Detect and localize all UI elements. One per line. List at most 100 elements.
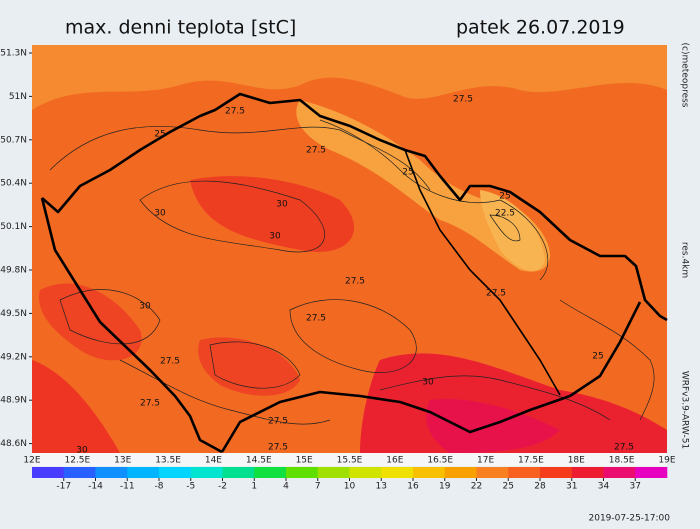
lon-label: 16E: [386, 456, 403, 466]
lon-label: 12E: [23, 456, 40, 466]
contour-label: 27.5: [614, 443, 634, 453]
colorbar-label: 37: [630, 482, 641, 492]
contour-label: 30: [154, 209, 166, 219]
lat-label: 50.4N: [0, 179, 27, 189]
model: WRFv3.9-ARW-51: [680, 371, 690, 449]
colorbar-box: [444, 467, 477, 478]
colorbar-box: [32, 467, 65, 478]
colorbar-box: [254, 467, 287, 478]
colorbar-label: 7: [315, 482, 321, 492]
colorbar-label: 34: [598, 482, 610, 492]
contour-label: 25: [499, 192, 510, 202]
contour-label: 25: [402, 168, 413, 178]
colorbar-box: [349, 467, 382, 478]
contour-label: 27.5: [306, 314, 326, 324]
contour-label: 30: [76, 446, 88, 456]
contour-label: 30: [422, 378, 434, 388]
colorbar-box: [381, 467, 414, 478]
contour-label: 27.5: [453, 95, 473, 105]
lon-label: 19E: [658, 456, 675, 466]
map-background: [32, 45, 667, 453]
lon-label: 12.5E: [64, 456, 90, 466]
run-time: 2019-07-25-17:00: [589, 514, 671, 524]
colorbar-label: 31: [566, 482, 577, 492]
colorbar-label: 22: [471, 482, 482, 492]
resolution: res.4km: [680, 242, 690, 278]
colorbar-label: 4: [283, 482, 289, 492]
lon-label: 16.5E: [427, 456, 453, 466]
map: [32, 45, 668, 454]
lat-label: 51.3N: [0, 49, 27, 59]
lon-label: 14E: [205, 456, 222, 466]
hot-area: [39, 283, 142, 361]
colorbar-box: [317, 467, 350, 478]
colorbar-box: [127, 467, 160, 478]
colorbar-label: 25: [503, 482, 514, 492]
lat-label: 51N: [9, 92, 27, 102]
lon-label: 18E: [568, 456, 585, 466]
contour-label: 27.5: [225, 107, 245, 117]
lat-label: 50.7N: [0, 135, 27, 145]
date: patek 26.07.2019: [456, 17, 625, 39]
colorbar-box: [413, 467, 446, 478]
colorbar-label: -17: [56, 482, 71, 492]
colorbar-label: 19: [439, 482, 451, 492]
hot-area: [198, 337, 300, 396]
credit: (c)meteopress: [680, 43, 690, 108]
lat-label: 48.9N: [0, 396, 27, 406]
contour-label: 25: [592, 352, 603, 362]
contour-label: 25: [154, 130, 165, 140]
colorbar-box: [508, 467, 541, 478]
contour-label: 27.5: [268, 443, 288, 453]
colorbar-box: [63, 467, 96, 478]
colorbar-label: -14: [88, 482, 103, 492]
colorbar-box: [190, 467, 223, 478]
colorbar-box: [286, 467, 319, 478]
lon-label: 17E: [477, 456, 494, 466]
colorbar-label: 1: [251, 482, 257, 492]
lon-label: 15.5E: [337, 456, 363, 466]
colorbar-label: 10: [344, 482, 356, 492]
contour-label: 27.5: [306, 146, 326, 156]
contour-label: 30: [276, 200, 288, 210]
contour-label: 30: [269, 232, 281, 242]
colorbar-box: [540, 467, 573, 478]
contour-label: 27.5: [486, 289, 506, 299]
contour-label: 27.5: [268, 417, 288, 427]
contour-label: 27.5: [345, 277, 365, 287]
very-hot-area: [426, 399, 560, 453]
colorbar-label: -2: [218, 482, 227, 492]
lon-label: 14.5E: [246, 456, 272, 466]
contour-label: 27.5: [160, 357, 180, 367]
contours: [49, 119, 655, 425]
colorbar-box: [603, 467, 636, 478]
colorbar-label: 28: [534, 482, 546, 492]
contour-label: 30: [139, 302, 151, 312]
lon-label: 18.5E: [609, 456, 635, 466]
contour-label: 27.5: [140, 399, 160, 409]
title: max. denni teplota [stC]: [65, 17, 296, 39]
lon-label: 15E: [296, 456, 313, 466]
colorbar-box: [159, 467, 192, 478]
colorbar-label: -5: [186, 482, 195, 492]
colorbar-label: 13: [376, 482, 387, 492]
colorbar-box: [635, 467, 668, 478]
colorbar-box: [95, 467, 128, 478]
colorbar-box: [476, 467, 509, 478]
lat-label: 49.8N: [0, 266, 27, 276]
lon-label: 17.5E: [518, 456, 544, 466]
lat-label: 49.5N: [0, 309, 27, 319]
colorbar-label: 16: [407, 482, 419, 492]
lon-strip: [32, 453, 667, 466]
colorbar-label: -11: [120, 482, 135, 492]
lat-label: 50.1N: [0, 222, 27, 232]
colorbar-label: -8: [155, 482, 164, 492]
colorbar-box: [571, 467, 604, 478]
hot-area: [32, 360, 120, 453]
lat-label: 49.2N: [0, 352, 27, 362]
contour-label: 22.5: [495, 209, 515, 219]
cool-area: [480, 190, 545, 271]
lon-label: 13.5E: [155, 456, 181, 466]
lon-label: 13E: [114, 456, 131, 466]
